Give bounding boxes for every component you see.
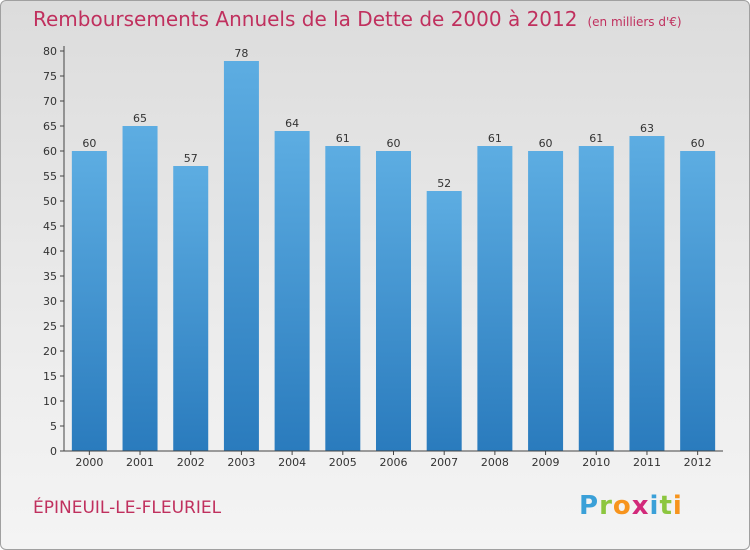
x-tick-label: 2000 bbox=[75, 456, 103, 469]
y-tick-label: 40 bbox=[43, 245, 57, 258]
bar bbox=[274, 131, 310, 451]
x-axis: 2000 2001 2002 2003 2004 2005 2006 2007 2008 2009… bbox=[64, 450, 723, 469]
data-label: 60 bbox=[691, 137, 705, 150]
x-tick-label: 2005 bbox=[329, 456, 357, 469]
bar bbox=[122, 126, 158, 451]
data-label: 63 bbox=[640, 122, 654, 135]
y-tick-label: 20 bbox=[43, 345, 57, 358]
bar bbox=[376, 151, 411, 451]
logo-letter: r bbox=[599, 491, 613, 521]
logo-letter: o bbox=[612, 491, 632, 521]
x-tick-label: 2007 bbox=[430, 456, 458, 469]
bar bbox=[629, 136, 665, 451]
bar bbox=[426, 191, 462, 451]
y-tick-label: 80 bbox=[43, 45, 57, 58]
bar bbox=[477, 146, 513, 451]
y-tick-label: 75 bbox=[43, 70, 57, 83]
logo-letter: t bbox=[659, 491, 673, 521]
x-tick-label: 2009 bbox=[532, 456, 560, 469]
x-tick-label: 2001 bbox=[126, 456, 154, 469]
chart-subtitle: (en milliers d'€) bbox=[587, 15, 682, 29]
x-tick-label: 2006 bbox=[380, 456, 408, 469]
bar bbox=[173, 166, 209, 451]
data-label: 61 bbox=[589, 132, 603, 145]
data-label: 60 bbox=[539, 137, 553, 150]
bar bbox=[71, 151, 107, 451]
bar bbox=[223, 61, 259, 451]
y-tick-label: 70 bbox=[43, 95, 57, 108]
y-tick-label: 60 bbox=[43, 145, 57, 158]
proxiti-logo: Proxiti bbox=[579, 491, 683, 521]
data-label: 61 bbox=[336, 132, 350, 145]
x-tick-label: 2004 bbox=[278, 456, 306, 469]
data-label: 64 bbox=[285, 117, 299, 130]
logo-letter: x bbox=[631, 491, 650, 521]
y-tick-label: 65 bbox=[43, 120, 57, 133]
y-tick-label: 0 bbox=[50, 445, 57, 458]
data-label: 65 bbox=[133, 112, 147, 125]
data-label: 57 bbox=[184, 152, 198, 165]
x-tick-label: 2011 bbox=[633, 456, 661, 469]
logo-letter: i bbox=[672, 491, 683, 521]
y-tick-label: 45 bbox=[43, 220, 57, 233]
y-tick-label: 15 bbox=[43, 370, 57, 383]
title-row: Remboursements Annuels de la Dette de 20… bbox=[33, 7, 682, 31]
y-tick-label: 5 bbox=[50, 420, 57, 433]
y-tick-label: 25 bbox=[43, 320, 57, 333]
bars: 60 65 57 78 64 61 60 52 61 60 61 63 60 bbox=[71, 47, 716, 451]
data-label: 60 bbox=[82, 137, 96, 150]
commune-name: ÉPINEUIL-LE-FLEURIEL bbox=[33, 498, 222, 518]
x-tick-label: 2008 bbox=[481, 456, 509, 469]
data-label: 60 bbox=[387, 137, 401, 150]
data-label: 78 bbox=[234, 47, 248, 60]
bar bbox=[528, 151, 564, 451]
x-tick-label: 2010 bbox=[582, 456, 610, 469]
y-tick-label: 35 bbox=[43, 270, 57, 283]
y-axis: 0 5 10 15 20 25 30 35 40 45 50 55 60 65 70 75 80 bbox=[43, 45, 65, 458]
bar bbox=[578, 146, 614, 451]
chart-title: Remboursements Annuels de la Dette de 20… bbox=[33, 7, 578, 31]
x-tick-label: 2002 bbox=[177, 456, 205, 469]
x-tick-label: 2012 bbox=[684, 456, 712, 469]
y-tick-label: 10 bbox=[43, 395, 57, 408]
logo-letter: i bbox=[649, 491, 660, 521]
y-tick-label: 50 bbox=[43, 195, 57, 208]
data-label: 52 bbox=[437, 177, 451, 190]
bar bbox=[680, 151, 716, 451]
data-label: 61 bbox=[488, 132, 502, 145]
bar bbox=[325, 146, 361, 451]
y-tick-label: 30 bbox=[43, 295, 57, 308]
logo-letter: P bbox=[579, 491, 600, 521]
x-tick-label: 2003 bbox=[227, 456, 255, 469]
y-tick-label: 55 bbox=[43, 170, 57, 183]
